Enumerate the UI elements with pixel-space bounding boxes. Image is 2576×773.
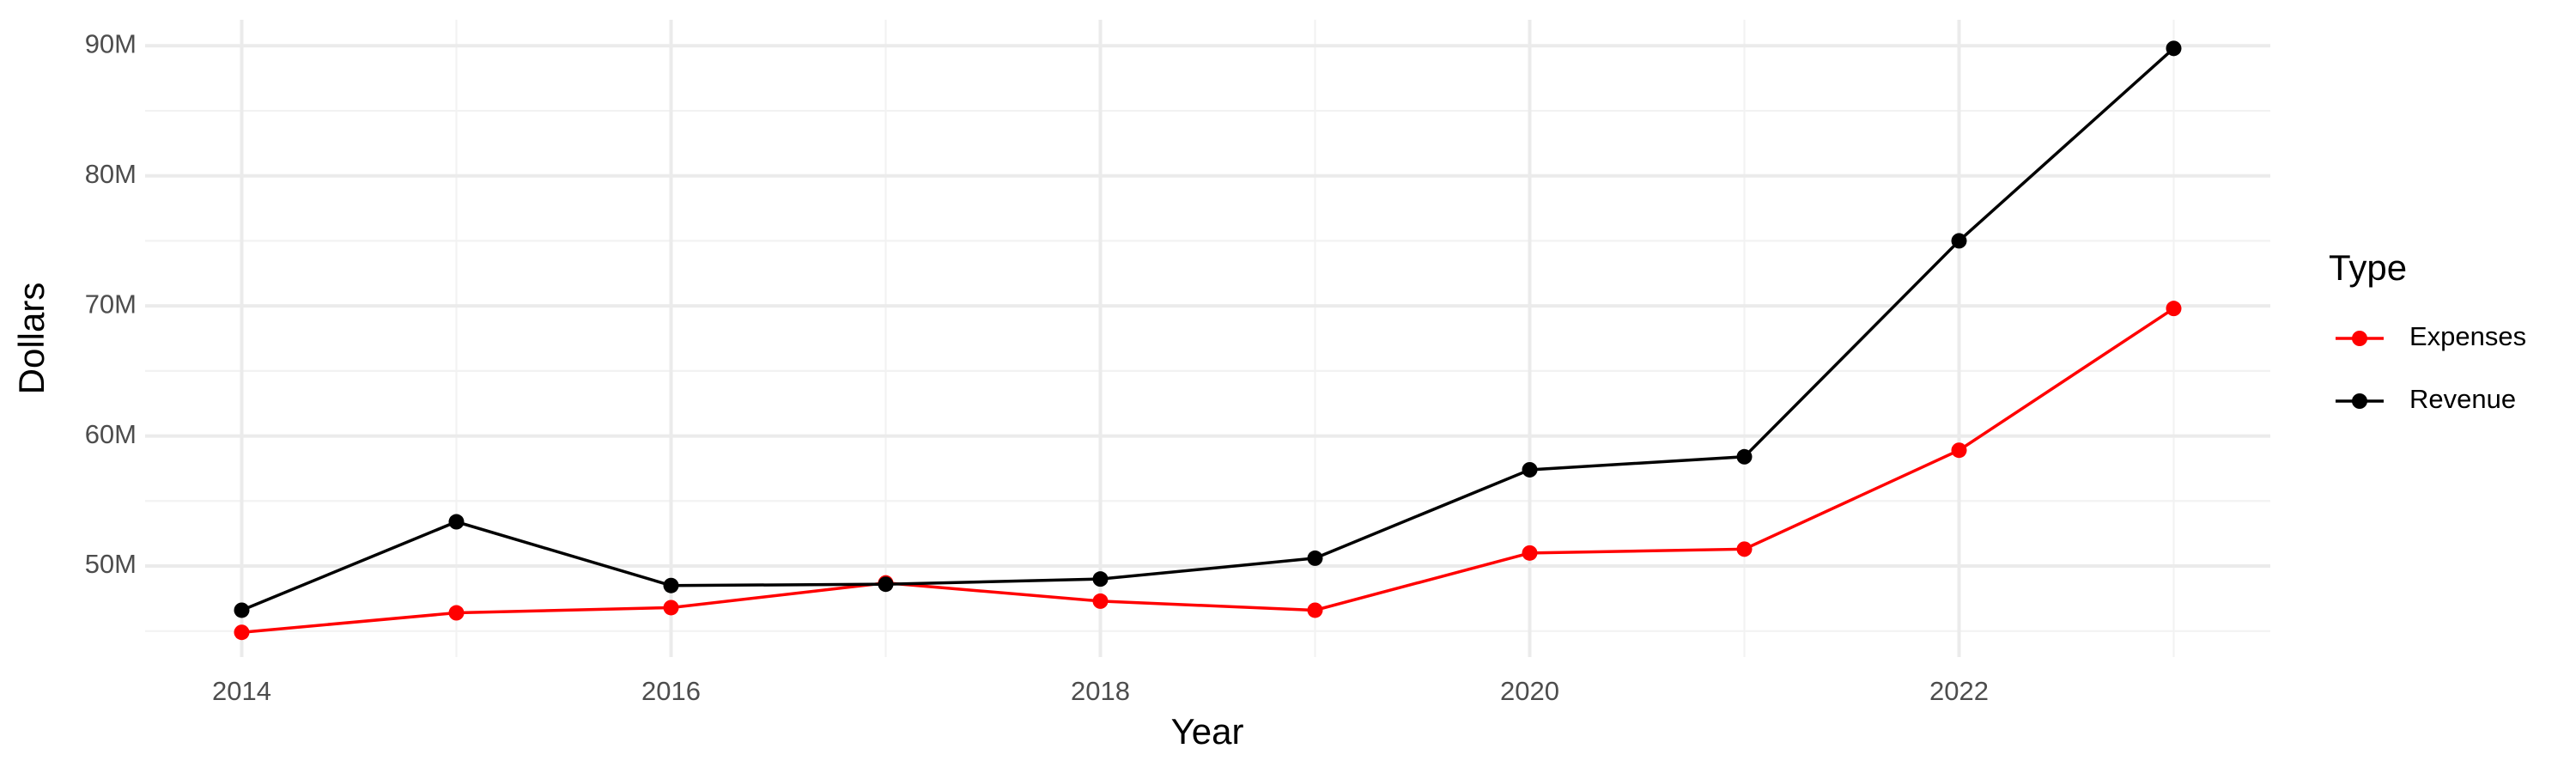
data-point bbox=[1736, 541, 1753, 557]
data-point bbox=[1951, 442, 1967, 459]
data-point bbox=[2166, 40, 2182, 57]
x-tick-label: 2020 bbox=[1500, 676, 1559, 706]
x-tick-label: 2016 bbox=[641, 676, 701, 706]
legend-marker bbox=[2352, 331, 2367, 346]
data-point bbox=[878, 576, 894, 593]
data-point bbox=[448, 514, 465, 530]
data-point bbox=[663, 577, 679, 593]
data-point bbox=[1522, 545, 1538, 561]
x-tick-label: 2014 bbox=[212, 676, 271, 706]
data-point bbox=[1736, 448, 1753, 465]
legend-marker bbox=[2352, 393, 2367, 409]
series-line bbox=[241, 307, 2175, 634]
y-tick-label: 90M bbox=[85, 28, 137, 58]
x-tick-label: 2018 bbox=[1071, 676, 1130, 706]
legend-label: Revenue bbox=[2409, 384, 2516, 414]
legend-title: Type bbox=[2329, 247, 2407, 288]
data-point bbox=[1307, 550, 1323, 566]
y-axis-title: Dollars bbox=[11, 283, 52, 395]
data-point bbox=[1092, 593, 1109, 609]
y-tick-label: 50M bbox=[85, 549, 137, 579]
data-point bbox=[448, 605, 465, 621]
y-tick-label: 70M bbox=[85, 289, 137, 319]
y-tick-label: 60M bbox=[85, 419, 137, 449]
data-point bbox=[663, 600, 679, 616]
x-axis-title: Year bbox=[1171, 711, 1244, 752]
data-point bbox=[1092, 571, 1109, 587]
data-point bbox=[234, 602, 250, 618]
legend-label: Expenses bbox=[2409, 321, 2526, 351]
data-point bbox=[2166, 301, 2182, 317]
data-point bbox=[1307, 602, 1323, 618]
grid bbox=[145, 20, 2270, 657]
data-point bbox=[234, 624, 250, 641]
x-tick-label: 2022 bbox=[1929, 676, 1989, 706]
series-line bbox=[240, 47, 2175, 612]
y-tick-label: 80M bbox=[85, 159, 137, 189]
data-point bbox=[1951, 233, 1967, 249]
data-point bbox=[1522, 461, 1538, 478]
